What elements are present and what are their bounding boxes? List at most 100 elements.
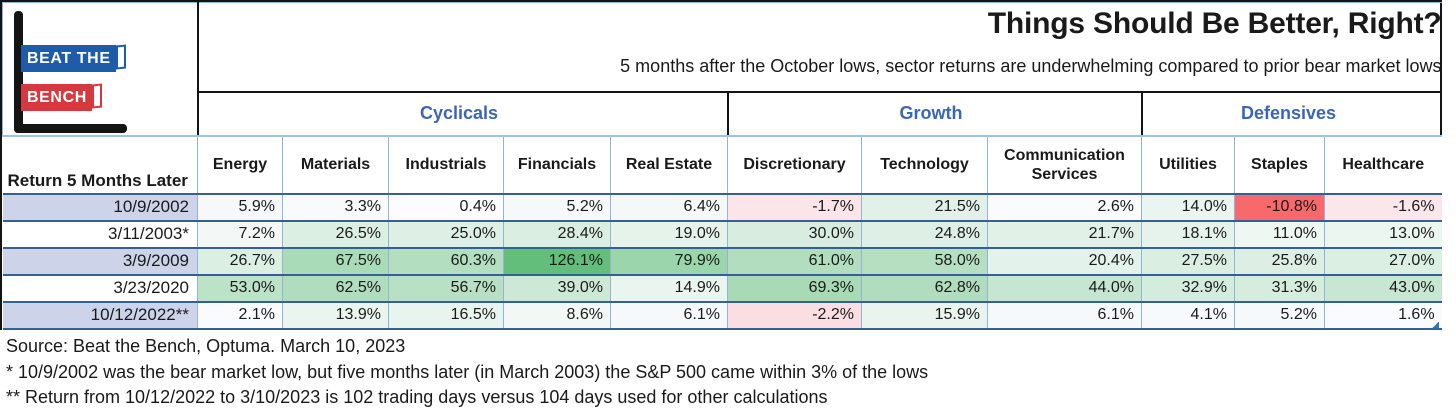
value-cell: 2.1%: [197, 301, 283, 330]
value-cell: 69.3%: [727, 274, 862, 303]
logo-l-shape-base: [14, 124, 127, 133]
page-subtitle: 5 months after the October lows, sector …: [620, 56, 1442, 76]
value-cell: 62.5%: [282, 274, 389, 303]
value-cell: 5.9%: [197, 193, 283, 222]
value-cell: 2.6%: [987, 193, 1142, 222]
date-cell: 10/12/2022**: [2, 301, 198, 330]
value-cell: 20.4%: [987, 247, 1142, 276]
table-body: 10/9/2002 5.9% 3.3% 0.4% 5.2% 6.4% -1.7% 21.5% 2…: [2, 193, 1442, 330]
footnotes: Source: Beat the Bench, Optuma. March 10…: [6, 334, 1446, 411]
value-cell: 39.0%: [503, 274, 611, 303]
value-cell: 56.7%: [388, 274, 504, 303]
value-cell: 18.1%: [1141, 220, 1235, 249]
logo-text-line1: BEAT THE: [27, 50, 111, 67]
value-cell: 19.0%: [610, 220, 728, 249]
value-cell: 21.7%: [987, 220, 1142, 249]
value-cell: 24.8%: [861, 220, 988, 249]
value-cell: 15.9%: [861, 301, 988, 330]
double-asterisk-note: ** Return from 10/12/2022 to 3/10/2023 i…: [6, 387, 828, 407]
value-cell: 6.1%: [610, 301, 728, 330]
value-cell: 8.6%: [503, 301, 611, 330]
title-cell: Things Should Be Better, Right? 5 months…: [196, 2, 1442, 93]
value-cell: 7.2%: [197, 220, 283, 249]
value-cell: 21.5%: [861, 193, 988, 222]
column-header-healthcare: Healthcare: [1323, 135, 1442, 195]
value-cell: 4.1%: [1141, 301, 1235, 330]
value-cell: 61.0%: [727, 247, 862, 276]
date-cell: 3/9/2009: [2, 247, 198, 276]
group-header-growth: Growth: [726, 91, 1142, 137]
row-header-label: Return 5 Months Later: [2, 135, 198, 195]
value-cell: 16.5%: [388, 301, 504, 330]
value-cell: 43.0%: [1323, 274, 1442, 303]
value-cell: 0.4%: [388, 193, 504, 222]
value-cell: 13.9%: [282, 301, 389, 330]
value-cell: 126.1%: [503, 247, 611, 276]
value-cell: 14.9%: [610, 274, 728, 303]
sector-returns-table: BEAT THE BENCH Things Should Be Better, …: [2, 2, 1442, 330]
value-cell: -10.8%: [1234, 193, 1325, 222]
column-header-financials: Financials: [503, 135, 611, 195]
value-cell: 31.3%: [1234, 274, 1325, 303]
group-header-cyclicals: Cyclicals: [197, 91, 728, 137]
value-cell: 26.7%: [197, 247, 283, 276]
date-cell: 3/23/2020: [2, 274, 198, 303]
logo-l-shape: [14, 11, 23, 133]
value-cell: 62.8%: [861, 274, 988, 303]
value-cell: 44.0%: [987, 274, 1142, 303]
value-cell: -2.2%: [727, 301, 862, 330]
table-row: 10/12/2022** 2.1% 13.9% 16.5% 8.6% 6.1% -2.2% 1…: [2, 301, 1442, 330]
column-header-row: Return 5 Months Later Energy Materials Ind…: [2, 135, 1442, 195]
value-cell: 13.0%: [1323, 220, 1442, 249]
value-cell: 27.5%: [1141, 247, 1235, 276]
group-header-row: Cyclicals Growth Defensives: [3, 91, 1442, 137]
value-cell: 5.2%: [503, 193, 611, 222]
value-cell: 25.8%: [1234, 247, 1325, 276]
value-cell: 79.9%: [610, 247, 728, 276]
value-cell: 3.3%: [282, 193, 389, 222]
value-cell: 11.0%: [1234, 220, 1325, 249]
column-header-discretionary: Discretionary: [727, 135, 862, 195]
column-header-industrials: Industrials: [388, 135, 504, 195]
value-cell: 60.3%: [388, 247, 504, 276]
date-cell: 10/9/2002: [2, 193, 198, 222]
column-header-technology: Technology: [861, 135, 988, 195]
value-cell: 5.2%: [1234, 301, 1325, 330]
page-title: Things Should Be Better, Right?: [987, 7, 1442, 40]
logo-cell: BEAT THE BENCH: [2, 2, 199, 137]
value-cell: 28.4%: [503, 220, 611, 249]
value-cell: -1.6%: [1323, 193, 1442, 222]
value-cell: 6.1%: [987, 301, 1142, 330]
group-header-defensives: Defensives: [1140, 91, 1442, 137]
value-cell: 58.0%: [861, 247, 988, 276]
value-cell: -1.7%: [727, 193, 862, 222]
value-cell: 67.5%: [282, 247, 389, 276]
date-cell: 3/11/2003*: [2, 220, 198, 249]
asterisk-note: * 10/9/2002 was the bear market low, but…: [6, 361, 929, 382]
column-header-real-estate: Real Estate: [610, 135, 728, 195]
value-cell: 26.5%: [282, 220, 389, 249]
source-note: Source: Beat the Bench, Optuma. March 10…: [6, 336, 406, 356]
column-header-materials: Materials: [282, 135, 389, 195]
value-cell: 32.9%: [1141, 274, 1235, 303]
value-cell: 27.0%: [1323, 247, 1442, 276]
table-row: 3/9/2009 26.7% 67.5% 60.3% 126.1% 79.9% 61.0% 5…: [2, 247, 1442, 276]
logo-banner-fold: [115, 44, 126, 70]
logo-text-line2: BENCH: [27, 89, 87, 106]
logo-banner-fold: [91, 83, 102, 109]
column-header-energy: Energy: [197, 135, 283, 195]
value-cell: 14.0%: [1141, 193, 1235, 222]
table-row: 3/23/2020 53.0% 62.5% 56.7% 39.0% 14.9% 69.3% 6…: [2, 274, 1442, 303]
column-header-staples: Staples: [1234, 135, 1325, 195]
value-cell: 25.0%: [388, 220, 504, 249]
table-row: 3/11/2003* 7.2% 26.5% 25.0% 28.4% 19.0% 30.0% 2…: [2, 220, 1442, 249]
value-cell: 30.0%: [727, 220, 862, 249]
table-frame: BEAT THE BENCH Things Should Be Better, …: [0, 0, 1442, 330]
column-header-communication-services: Communication Services: [987, 135, 1142, 195]
value-cell: 53.0%: [197, 274, 283, 303]
table-row: 10/9/2002 5.9% 3.3% 0.4% 5.2% 6.4% -1.7% 21.5% 2…: [2, 193, 1442, 222]
logo-banner-bench: BENCH: [21, 83, 102, 111]
value-cell: 1.6%: [1323, 301, 1442, 330]
logo-banner-beat-the: BEAT THE: [21, 44, 126, 72]
column-header-utilities: Utilities: [1141, 135, 1235, 195]
